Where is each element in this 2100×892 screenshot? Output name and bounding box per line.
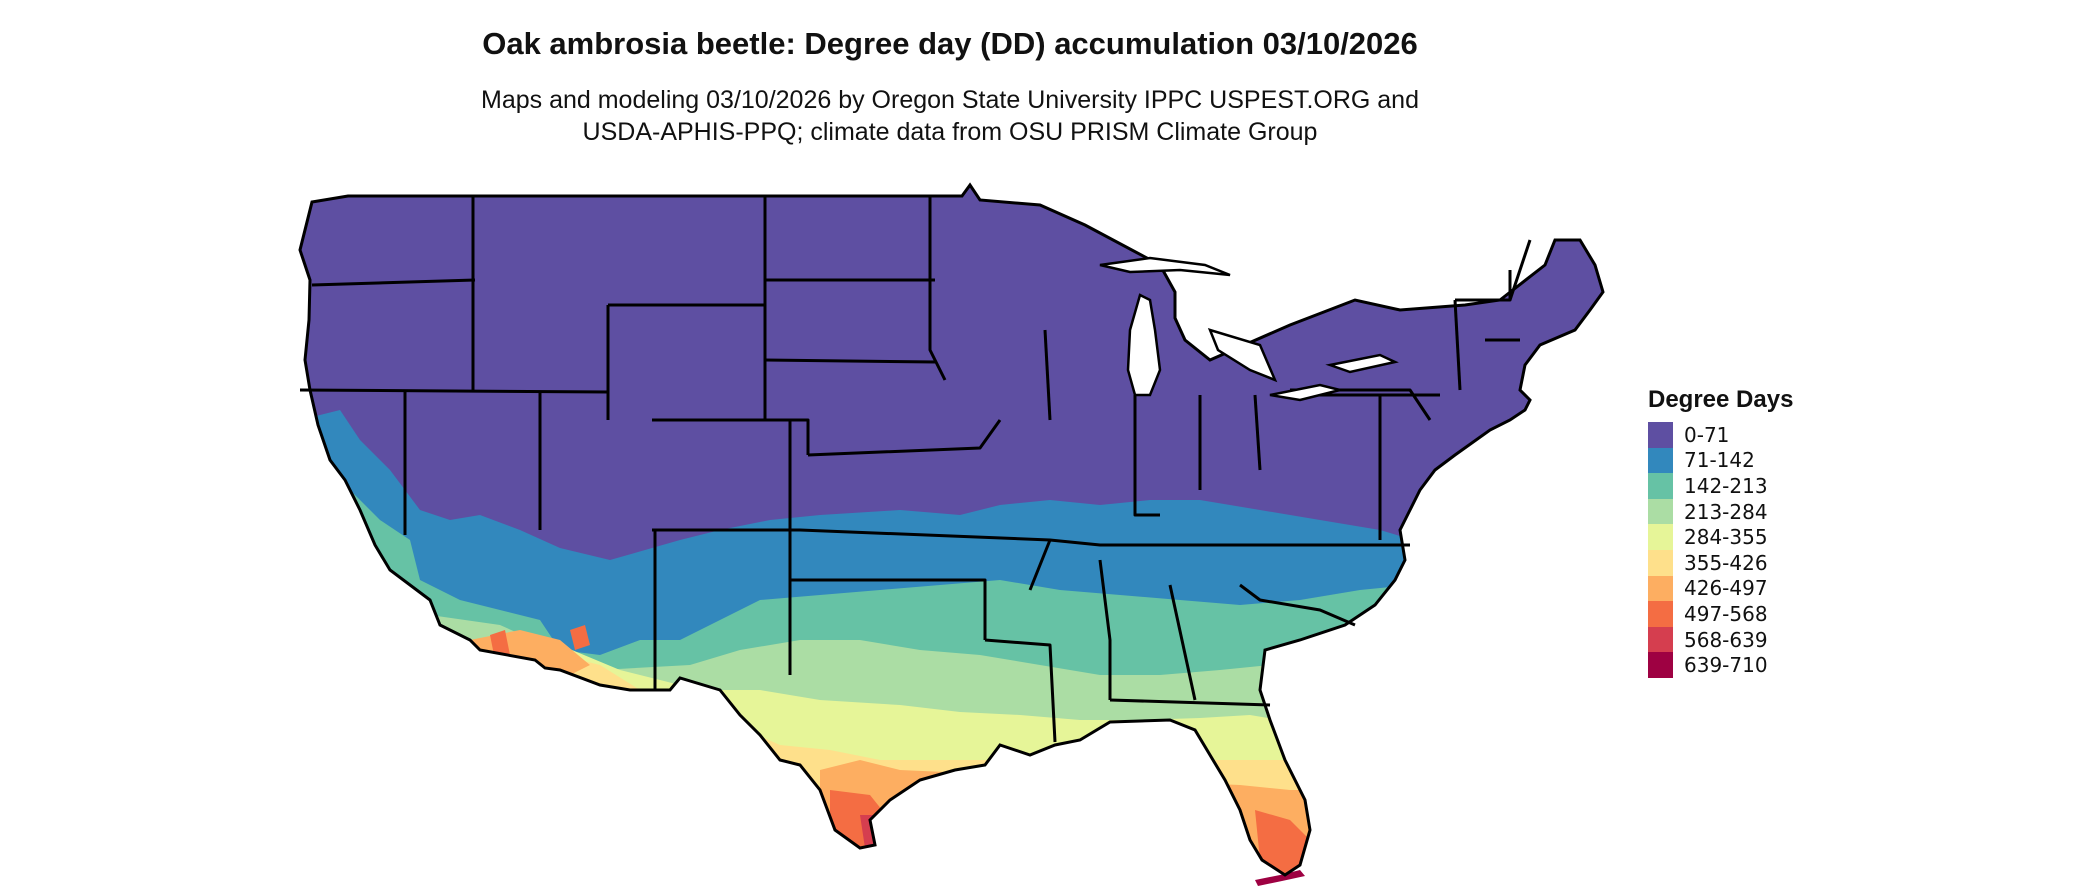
legend-label: 639-710 <box>1684 653 1768 678</box>
legend-swatch <box>1648 575 1673 602</box>
legend-item: 355-426 <box>1648 549 1793 576</box>
subtitle-line-1: Maps and modeling 03/10/2026 by Oregon S… <box>481 86 1419 114</box>
florida-keys <box>1255 870 1305 886</box>
legend-item: 71-142 <box>1648 447 1793 474</box>
legend-swatch <box>1648 549 1673 576</box>
legend-label: 142-213 <box>1684 473 1768 498</box>
legend-label: 497-568 <box>1684 601 1768 626</box>
legend-swatch <box>1648 498 1673 525</box>
legend-label: 71-142 <box>1684 448 1755 473</box>
map-subtitle: Maps and modeling 03/10/2026 by Oregon S… <box>0 84 1900 148</box>
legend-label: 568-639 <box>1684 627 1768 652</box>
legend-label: 213-284 <box>1684 499 1768 524</box>
legend-label: 0-71 <box>1684 422 1730 447</box>
legend-swatch <box>1648 422 1673 448</box>
legend-item: 142-213 <box>1648 473 1793 499</box>
legend-swatch <box>1648 626 1673 653</box>
map-title: Oak ambrosia beetle: Degree day (DD) acc… <box>482 26 1418 61</box>
legend-title: Degree Days <box>1648 386 1794 413</box>
legend-swatch <box>1648 473 1673 499</box>
legend-items: 0-71 71-142 142-213 213-284 284-355 355-426 42… <box>1648 422 1793 678</box>
great-lakes <box>1099 256 1399 402</box>
legend-label: 355-426 <box>1684 550 1768 575</box>
legend-item: 284-355 <box>1648 524 1793 550</box>
legend-item: 497-568 <box>1648 601 1793 627</box>
legend-item: 639-710 <box>1648 652 1793 678</box>
legend: Degree Days 0-71 71-142 142-213 213-284 284-… <box>1648 386 1793 678</box>
legend-item: 0-71 <box>1648 422 1793 448</box>
legend-swatch <box>1648 601 1673 627</box>
legend-swatch <box>1648 524 1673 550</box>
subtitle-line-2: USDA-APHIS-PPQ; climate data from OSU PR… <box>582 118 1318 146</box>
legend-label: 284-355 <box>1684 525 1768 550</box>
legend-swatch <box>1648 652 1673 678</box>
degree-day-bands <box>300 185 1603 875</box>
legend-item: 213-284 <box>1648 498 1793 525</box>
legend-label: 426-497 <box>1684 576 1768 601</box>
legend-swatch <box>1648 447 1673 474</box>
legend-item: 426-497 <box>1648 575 1793 602</box>
legend-item: 568-639 <box>1648 626 1793 653</box>
